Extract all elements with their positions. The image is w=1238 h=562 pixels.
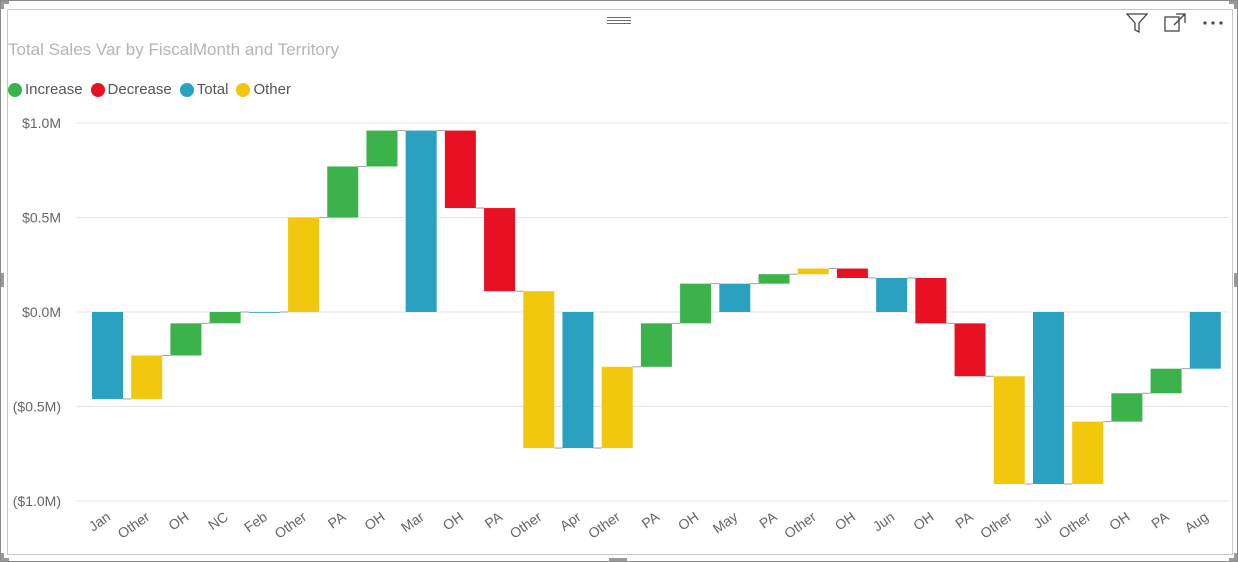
x-tick-label: May <box>710 508 741 536</box>
waterfall-bar <box>915 277 947 324</box>
waterfall-bar <box>1150 368 1182 394</box>
waterfall-bar <box>366 130 398 167</box>
legend-dot-other <box>236 82 251 97</box>
y-tick-label: ($0.5M) <box>13 399 61 415</box>
x-tick-label: Other <box>271 508 309 541</box>
legend-label-increase: Increase <box>25 81 83 98</box>
x-tick-label: Other <box>115 508 153 541</box>
waterfall-bar <box>836 268 868 278</box>
x-tick-label: Jan <box>86 508 114 534</box>
legend-item-increase[interactable]: Increase <box>8 81 83 98</box>
x-tick-label: Jul <box>1030 508 1054 531</box>
waterfall-bar <box>797 268 829 275</box>
resize-handle-bottom[interactable] <box>609 558 627 561</box>
x-tick-label: PA <box>638 508 662 532</box>
x-tick-label: OH <box>675 508 701 533</box>
waterfall-bar <box>601 366 633 449</box>
focus-mode-icon[interactable] <box>1163 12 1187 34</box>
y-tick-label: ($1.0M) <box>13 493 61 509</box>
resize-handle-top-right[interactable] <box>1229 1 1237 4</box>
resize-handle-top-right-v[interactable] <box>1234 1 1237 9</box>
waterfall-bar <box>444 130 476 209</box>
resize-handle-bottom-right[interactable] <box>1229 558 1237 561</box>
y-tick-label: $0.0M <box>22 304 61 320</box>
filter-icon[interactable] <box>1125 12 1149 34</box>
legend-label-decrease: Decrease <box>107 81 172 98</box>
waterfall-bar <box>248 312 280 313</box>
resize-handle-right[interactable] <box>1234 273 1237 287</box>
visual-header-toolbar <box>1125 12 1225 34</box>
x-tick-label: Feb <box>241 508 270 535</box>
x-tick-label: Other <box>1056 508 1094 541</box>
x-tick-label: PA <box>952 508 976 532</box>
x-tick-label: PA <box>1148 508 1172 532</box>
x-tick-label: NC <box>205 508 231 533</box>
waterfall-bar <box>523 291 555 449</box>
x-tick-label: Other <box>977 508 1015 541</box>
resize-handle-left[interactable] <box>1 273 4 287</box>
x-tick-label: Other <box>585 508 623 541</box>
chart-title: Total Sales Var by FiscalMonth and Terri… <box>8 40 340 59</box>
x-tick-label: Other <box>507 508 545 541</box>
resize-handle-bottom-right-v[interactable] <box>1234 553 1237 561</box>
waterfall-bar <box>288 217 320 312</box>
legend-item-decrease[interactable]: Decrease <box>90 81 172 98</box>
x-tick-label: PA <box>482 508 506 532</box>
waterfall-bar <box>562 312 594 449</box>
y-tick-label: $0.5M <box>22 210 61 226</box>
x-tick-label: PA <box>325 508 349 532</box>
legend-label-other: Other <box>253 81 291 98</box>
waterfall-bar <box>1189 312 1221 369</box>
waterfall-bar <box>640 323 672 367</box>
x-tick-label: Aug <box>1181 508 1211 535</box>
x-tick-label: PA <box>756 508 780 532</box>
waterfall-bar <box>327 166 359 218</box>
legend-dot-increase <box>8 82 22 97</box>
x-tick-label: OH <box>832 508 858 533</box>
x-tick-label: OH <box>1106 508 1132 533</box>
waterfall-bar <box>993 376 1025 484</box>
waterfall-bar <box>680 283 712 324</box>
chart-legend: Increase Decrease Total Other <box>8 81 299 98</box>
x-tick-label: OH <box>440 508 466 533</box>
legend-dot-decrease <box>90 82 105 97</box>
waterfall-bar <box>1072 421 1104 484</box>
waterfall-bar <box>876 277 908 312</box>
more-options-icon[interactable] <box>1201 12 1225 34</box>
x-tick-label: OH <box>165 508 191 533</box>
x-tick-label: OH <box>361 508 387 533</box>
legend-label-total: Total <box>196 81 229 98</box>
resize-handle-top-left-v[interactable] <box>1 1 4 9</box>
x-tick-label: Apr <box>557 508 584 534</box>
legend-item-other[interactable]: Other <box>236 81 291 98</box>
y-tick-label: $1.0M <box>22 115 61 131</box>
waterfall-bar <box>209 312 241 324</box>
resize-handle-bottom-left-v[interactable] <box>1 553 4 561</box>
waterfall-bar <box>758 274 790 284</box>
x-tick-label: Other <box>781 508 819 541</box>
waterfall-bar <box>484 208 516 292</box>
x-tick-label: Mar <box>398 508 427 535</box>
waterfall-bar <box>405 130 437 312</box>
resize-handle-top-left[interactable] <box>1 1 9 4</box>
legend-item-total[interactable]: Total <box>179 81 229 98</box>
visual-border <box>7 9 1233 555</box>
waterfall-bar <box>719 283 751 312</box>
waterfall-bar <box>954 323 986 377</box>
waterfall-bar <box>92 312 123 399</box>
resize-handle-bottom-left[interactable] <box>1 558 9 561</box>
drag-grip-icon[interactable] <box>607 15 631 25</box>
waterfall-bar <box>1111 393 1143 422</box>
waterfall-bar <box>1032 312 1064 484</box>
waterfall-bar <box>131 355 163 399</box>
legend-dot-total <box>179 82 194 97</box>
x-tick-label: Jun <box>870 508 898 534</box>
x-tick-label: OH <box>910 508 936 533</box>
waterfall-bar <box>170 323 202 356</box>
